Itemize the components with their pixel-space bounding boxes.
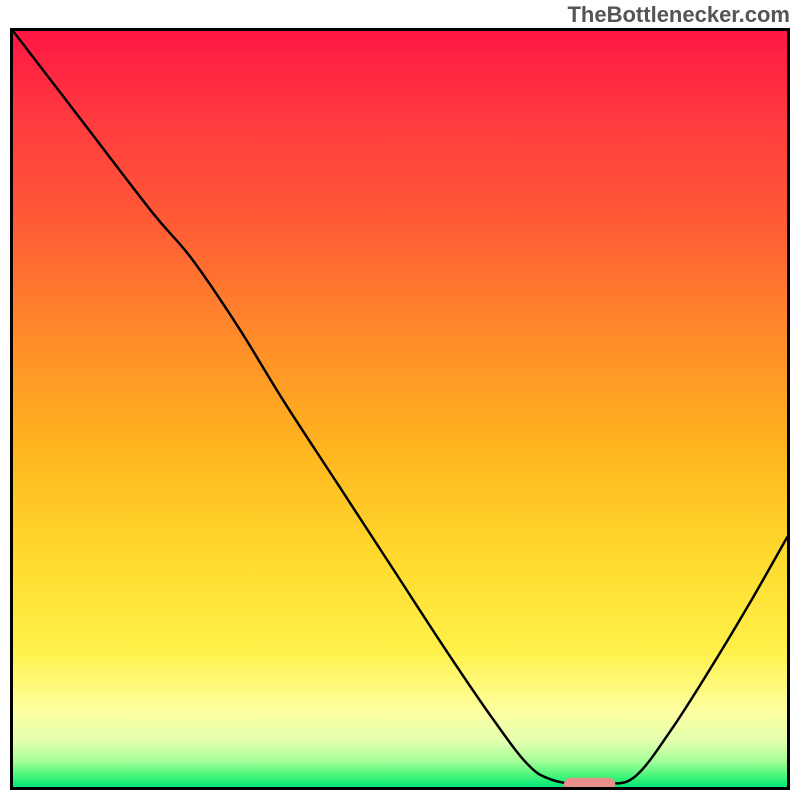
chart-container: TheBottlenecker.com xyxy=(0,0,800,800)
watermark-text: TheBottlenecker.com xyxy=(567,2,790,28)
gradient-background xyxy=(13,31,787,787)
plot-area xyxy=(10,28,790,790)
